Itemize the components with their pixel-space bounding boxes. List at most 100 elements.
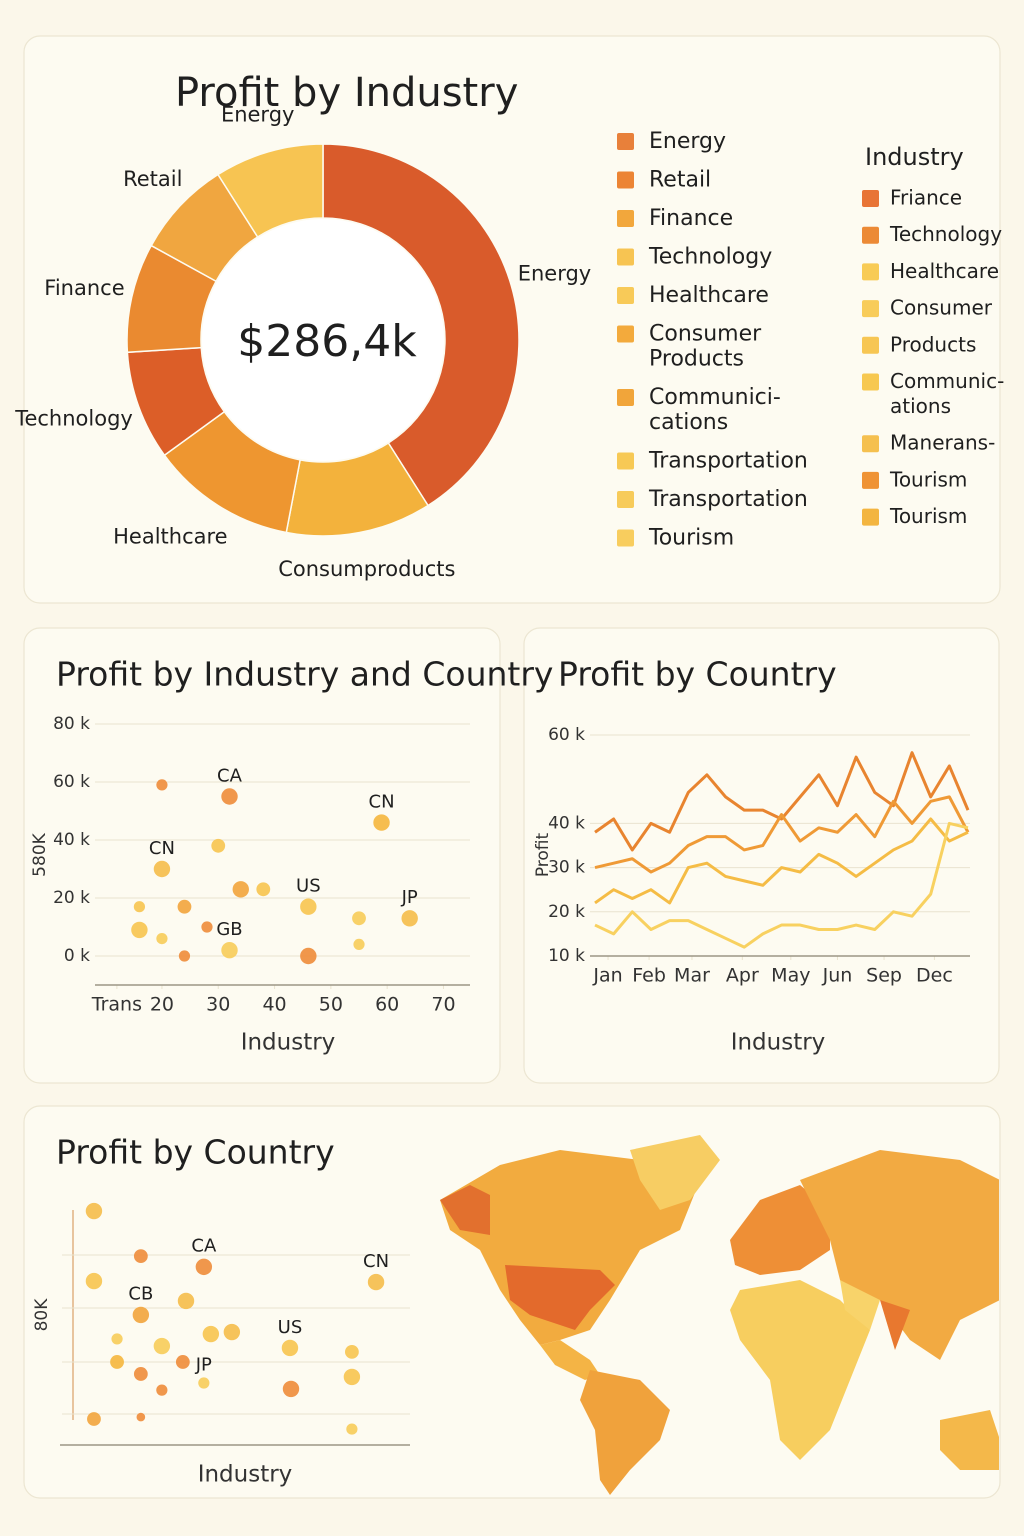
point-label: CN (363, 1251, 389, 1272)
scatter-point (175, 1355, 190, 1369)
legend-swatch (617, 210, 634, 227)
scatter-point (178, 950, 191, 962)
scatter-point (110, 1355, 124, 1369)
alaska (440, 1185, 490, 1235)
scatter-point (177, 899, 192, 914)
legend-label: cations (649, 410, 728, 435)
legend-swatch (862, 373, 879, 391)
legend-swatch (862, 263, 879, 281)
y-tick-label: 30 k (548, 858, 585, 878)
south-america (580, 1370, 670, 1495)
legend-swatch (862, 336, 879, 354)
legend-swatch (617, 171, 634, 189)
card (523, 627, 1000, 1084)
y-tick-label: 20 k (548, 902, 585, 922)
legend-swatch (617, 389, 634, 406)
chart-title: Profit by Industry (175, 70, 518, 116)
legend-label: Tourism (889, 467, 967, 491)
scatter-point (281, 1339, 299, 1357)
scatter-point (221, 942, 238, 959)
legend-title: Industry (865, 143, 964, 171)
legend-swatch (862, 300, 879, 318)
legend-label: Manerans- (890, 431, 995, 455)
donut-slice (216, 143, 324, 239)
legend-label: Transportation (648, 487, 808, 512)
y-tick-label: 60 k (548, 725, 585, 745)
scatter-point (211, 838, 226, 853)
scatter-point (282, 1380, 300, 1398)
legend-swatch (862, 226, 879, 244)
line-series (594, 821, 969, 949)
point-label: JP (401, 887, 418, 908)
scatter-point (300, 898, 317, 915)
slice-label: Finance (44, 276, 124, 300)
scatter-point (201, 921, 213, 933)
x-tick-label: Feb (632, 965, 666, 987)
x-tick-label: Mar (674, 965, 710, 987)
chart-title: Profit by Country (558, 655, 837, 694)
legend-label: Energy (649, 129, 726, 154)
center-label: $286,4k (237, 316, 417, 367)
y-axis-label: 80K (32, 1298, 52, 1332)
x-tick-label: May (771, 965, 810, 987)
point-label: CA (191, 1236, 217, 1257)
legend-swatch (617, 452, 634, 470)
scatter-point (345, 1345, 359, 1359)
x-tick-label: 60 (375, 994, 399, 1016)
legend-label: Consumer (649, 322, 762, 347)
scatter-point (136, 1412, 146, 1422)
scatter-point (353, 938, 365, 951)
legend-label: ations (890, 394, 951, 418)
legend-label: Products (649, 347, 744, 372)
line-series (594, 795, 970, 874)
legend-label: Retail (649, 168, 711, 193)
scatter-point (232, 881, 249, 898)
point-label: CB (128, 1284, 153, 1305)
legend-swatch (617, 529, 634, 547)
scatter-point (156, 933, 168, 945)
x-tick-label: 30 (206, 994, 230, 1016)
north-america (440, 1150, 700, 1345)
scatter-point (198, 1377, 210, 1389)
legend-swatch (862, 508, 879, 526)
scatter-point (133, 901, 146, 913)
world-map (440, 1135, 999, 1495)
legend-label: Technology (889, 222, 1002, 246)
legend-swatch (862, 435, 879, 453)
x-tick-label: Jun (822, 965, 853, 987)
scatter-point (85, 1202, 103, 1220)
legend-label: Finance (649, 206, 733, 231)
scatter-point (373, 814, 390, 831)
point-label: CN (149, 838, 175, 859)
scatter-point (195, 1258, 213, 1276)
point-label: GB (216, 919, 242, 940)
legend-swatch (617, 491, 634, 508)
y-tick-label: 20 k (53, 888, 90, 908)
legend-label: Transportation (648, 449, 808, 474)
scatter-point (133, 1367, 148, 1381)
scatter-point (111, 1333, 123, 1345)
scatter-point (156, 1384, 168, 1396)
x-axis-label: Industry (241, 1030, 336, 1056)
x-axis-label: Industry (198, 1462, 293, 1488)
scatter-point (300, 947, 317, 965)
x-tick-label: Apr (726, 965, 759, 987)
legend-label: Consumer (890, 296, 993, 320)
slice-label: Retail (123, 167, 182, 191)
x-tick-label: Sep (866, 965, 902, 987)
chart-title: Profit by Industry and Country (56, 655, 553, 694)
legend-label: Technology (648, 245, 772, 270)
x-tick-label: 70 (431, 994, 455, 1016)
x-tick-label: 40 (262, 994, 286, 1016)
scatter-point (133, 1249, 148, 1264)
scatter-point (85, 1272, 103, 1290)
scatter-point (177, 1292, 195, 1310)
legend-swatch (617, 133, 634, 150)
scatter-point (352, 911, 366, 926)
legend-swatch (617, 248, 634, 266)
greenland (630, 1135, 720, 1210)
legend-label: Tourism (889, 504, 967, 528)
x-tick-label: 50 (319, 994, 343, 1016)
donut-hole (202, 219, 444, 461)
